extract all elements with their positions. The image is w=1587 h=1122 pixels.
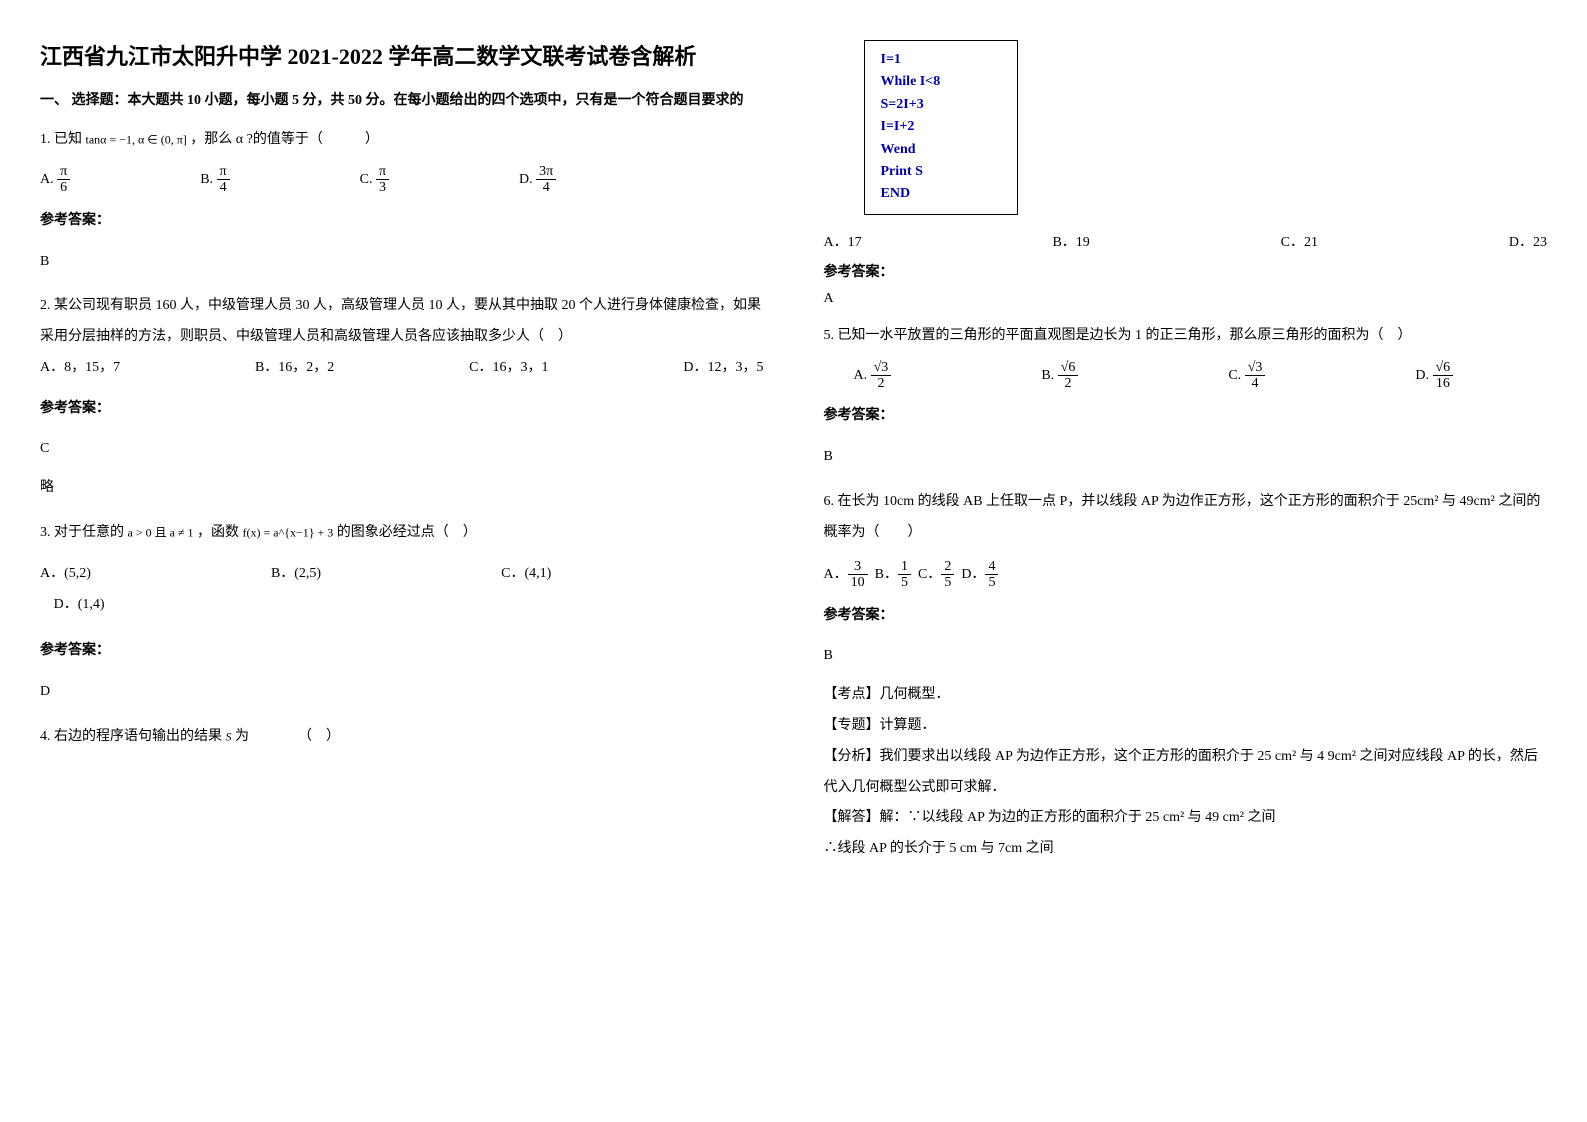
q6-c-label: C． [918,567,941,582]
q4-option-d: D．23 [1509,231,1547,251]
q3-fn: f(x) = a^{x−1} + 3 [243,526,334,540]
q3-cond: a > 0 且 a ≠ 1 [128,526,194,540]
q6-stem: 6. 在长为 10cm 的线段 AB 上任取一点 P，并以线段 AP 为边作正方… [824,487,1548,549]
question-4-stem: 4. 右边的程序语句输出的结果 S 为 （ ） [40,722,764,753]
q3-option-c: C．(4,1) [501,559,551,590]
q2-answer: C [40,434,764,465]
q1-stem-suffix: ，那么 α ?的值等于（ ） [190,132,379,147]
q3-option-a: A．(5,2) [40,559,91,590]
code-line: Wend [881,139,1001,161]
q2-answer-label: 参考答案： [40,394,764,425]
code-line: While I<8 [881,71,1001,93]
q4-answer: A [824,291,1548,307]
q4-option-b: B．19 [1052,231,1089,251]
q3-option-d: D．(1,4) [54,590,105,621]
q1-answer-label: 参考答案： [40,206,764,237]
code-line: Print S [881,161,1001,183]
q1-option-d: D. 3π4 [519,164,556,196]
q3-mid: ，函数 [197,525,239,540]
q3-prefix: 3. 对于任意的 [40,525,124,540]
q6-solve-1: 【解答】解：∵以线段 AP 为边的正方形的面积介于 25 cm² 与 49 cm… [824,803,1548,834]
q6-tag-2: 【专题】计算题． [824,711,1548,742]
q6-answer: B [824,641,1548,672]
q4-code-box: I=1 While I<8 S=2I+3 I=I+2 Wend Print S … [864,40,1018,215]
q2-option-c: C．16，3，1 [469,353,548,384]
q5-answer: B [824,442,1548,473]
q3-option-b: B．(2,5) [271,559,321,590]
question-6: 6. 在长为 10cm 的线段 AB 上任取一点 P，并以线段 AP 为边作正方… [824,487,1548,865]
q5-answer-label: 参考答案： [824,401,1548,432]
question-2: 2. 某公司现有职员 160 人，中级管理人员 30 人，高级管理人员 10 人… [40,291,764,504]
q4-answer-label: 参考答案： [824,261,1548,281]
q6-answer-label: 参考答案： [824,601,1548,632]
q6-a-label: A． [824,567,848,582]
q3-answer: D [40,677,764,708]
question-1: 1. 已知 tanα = −1, α ∈ (0, π] ，那么 α ?的值等于（… [40,125,764,277]
q4-prefix: 4. 右边的程序语句输出的结果 [40,729,222,744]
exam-title: 江西省九江市太阳升中学 2021-2022 学年高二数学文联考试卷含解析 [40,40,764,73]
q6-analysis: 【分析】我们要求出以线段 AP 为边作正方形，这个正方形的面积介于 25 cm²… [824,742,1548,804]
q1-stem-prefix: 1. 已知 [40,132,82,147]
left-column: 江西省九江市太阳升中学 2021-2022 学年高二数学文联考试卷含解析 一、 … [40,40,764,879]
q6-solve-2: ∴线段 AP 的长介于 5 cm 与 7cm 之间 [824,834,1548,865]
q5-option-c: C. √34 [1228,360,1265,392]
q1-answer: B [40,247,764,278]
q5-option-d: D. √616 [1415,360,1453,392]
question-5: 5. 已知一水平放置的三角形的平面直观图是边长为 1 的正三角形，那么原三角形的… [824,321,1548,473]
q3-answer-label: 参考答案： [40,636,764,667]
q4-options: A．17 B．19 C．21 D．23 [824,231,1548,251]
code-line: END [881,183,1001,205]
q1-option-a: A. π6 [40,164,70,196]
code-line: S=2I+3 [881,94,1001,116]
q6-tag-1: 【考点】几何概型． [824,680,1548,711]
q6-d-label: D． [961,567,985,582]
question-3: 3. 对于任意的 a > 0 且 a ≠ 1 ，函数 f(x) = a^{x−1… [40,518,764,708]
q1-option-b: B. π4 [200,164,229,196]
q2-note: 略 [40,473,764,504]
q2-stem: 2. 某公司现有职员 160 人，中级管理人员 30 人，高级管理人员 10 人… [40,291,764,353]
q5-option-a: A. √32 [854,360,892,392]
q2-option-d: D．12，3，5 [683,353,763,384]
q4-suffix: 为 （ ） [235,729,340,744]
q1-math: tanα = −1, α ∈ (0, π] [86,133,187,147]
q2-option-a: A．8，15，7 [40,353,120,384]
q1-option-c: C. π3 [360,164,389,196]
q5-stem: 5. 已知一水平放置的三角形的平面直观图是边长为 1 的正三角形，那么原三角形的… [824,321,1548,352]
q3-suffix: 的图象必经过点（ ） [337,525,477,540]
right-column: I=1 While I<8 S=2I+3 I=I+2 Wend Print S … [824,40,1548,879]
code-line: I=I+2 [881,116,1001,138]
q5-option-b: B. √62 [1041,360,1078,392]
q4-option-c: C．21 [1281,231,1318,251]
q2-option-b: B．16，2，2 [255,353,334,384]
section-1-heading: 一、 选择题：本大题共 10 小题，每小题 5 分，共 50 分。在每小题给出的… [40,89,764,109]
q4-var: S [226,730,232,744]
q6-b-label: B． [875,567,898,582]
q4-option-a: A．17 [824,231,862,251]
code-line: I=1 [881,49,1001,71]
